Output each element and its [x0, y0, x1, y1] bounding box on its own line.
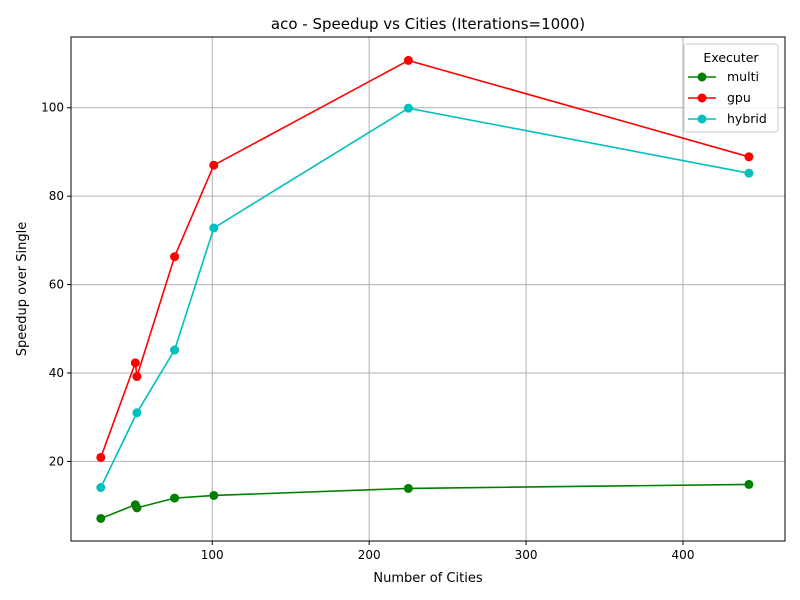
y-tick-label: 100 — [41, 101, 64, 115]
series-line-hybrid — [100, 107, 750, 488]
x-tick-label: 300 — [515, 548, 538, 562]
data-point-hybrid — [744, 168, 754, 178]
x-axis-title: Number of Cities — [373, 571, 482, 586]
data-point-gpu — [744, 152, 754, 162]
legend-label-multi: multi — [727, 69, 759, 84]
data-point-multi — [170, 493, 180, 503]
series-lines — [100, 59, 750, 520]
y-axis-ticks: 20 40 60 80 100 — [41, 101, 71, 468]
legend-marker-hybrid — [697, 114, 707, 124]
series-line-gpu — [100, 59, 750, 458]
data-point-gpu — [132, 372, 142, 382]
legend: Executer multi gpu hybrid — [683, 43, 779, 133]
data-point-multi — [132, 503, 142, 513]
y-tick-label: 80 — [49, 189, 64, 203]
data-point-hybrid — [132, 408, 142, 418]
data-point-multi — [403, 483, 413, 493]
data-point-hybrid — [403, 103, 413, 113]
data-point-gpu — [130, 358, 140, 368]
data-point-multi — [96, 513, 106, 523]
grid-lines — [71, 37, 785, 541]
data-point-gpu — [403, 55, 413, 65]
plot-frame — [70, 36, 786, 542]
y-tick-label: 60 — [49, 278, 64, 292]
data-point-hybrid — [96, 483, 106, 493]
legend-box — [683, 43, 779, 133]
data-point-gpu — [170, 252, 180, 262]
legend-label-hybrid: hybrid — [727, 111, 767, 126]
y-axis-title: Speedup over Single — [15, 222, 30, 356]
y-tick-label: 40 — [49, 366, 64, 380]
x-axis-ticks: 100 200 300 400 — [201, 541, 695, 562]
data-point-hybrid — [170, 345, 180, 355]
data-point-multi — [209, 490, 219, 500]
x-tick-label: 400 — [672, 548, 695, 562]
legend-label-gpu: gpu — [727, 90, 751, 105]
series-line-multi — [100, 483, 749, 520]
data-point-gpu — [209, 160, 219, 170]
x-tick-label: 100 — [201, 548, 224, 562]
series-points — [96, 55, 754, 523]
legend-title: Executer — [703, 50, 759, 65]
data-point-multi — [744, 479, 754, 489]
legend-marker-gpu — [697, 93, 707, 103]
data-point-hybrid — [209, 223, 219, 233]
chart-title: aco - Speedup vs Cities (Iterations=1000… — [271, 15, 585, 33]
x-tick-label: 200 — [358, 548, 381, 562]
y-tick-label: 20 — [49, 454, 64, 468]
legend-marker-multi — [697, 72, 707, 82]
data-point-gpu — [96, 452, 106, 462]
